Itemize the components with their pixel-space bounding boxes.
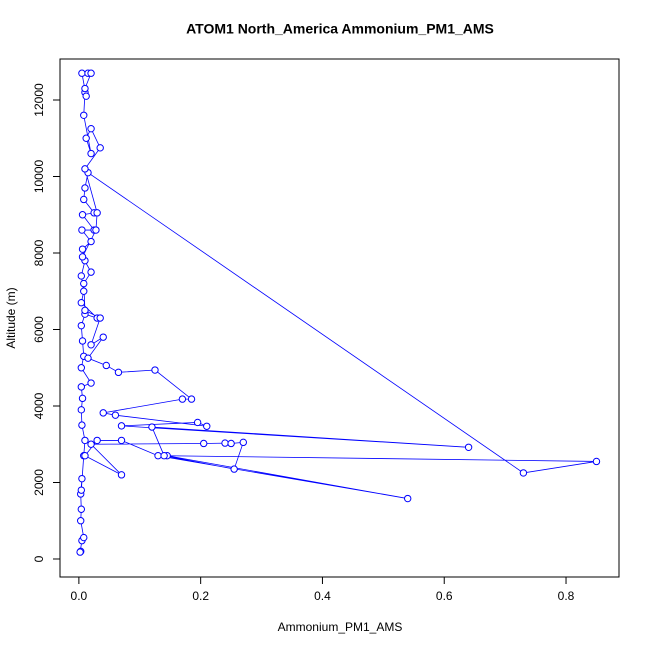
data-point	[77, 272, 86, 280]
data-point	[102, 361, 110, 370]
data-point	[77, 299, 86, 307]
data-point	[81, 184, 89, 192]
data-point	[203, 422, 211, 430]
data-point	[80, 287, 88, 295]
data-point	[96, 144, 104, 152]
data-point	[87, 124, 95, 133]
data-point	[154, 452, 162, 460]
data-point	[227, 439, 235, 448]
data-point	[78, 394, 87, 403]
data-point	[148, 423, 156, 431]
data-point	[81, 436, 89, 445]
data-line	[79, 72, 597, 554]
data-point	[221, 439, 229, 447]
data-point	[78, 474, 86, 483]
data-point	[87, 379, 95, 387]
x-tick-label: 0.0	[71, 589, 88, 603]
data-point	[230, 465, 238, 473]
data-point	[404, 494, 412, 503]
data-point	[78, 245, 87, 253]
y-tick-label: 4000	[32, 392, 46, 419]
data-point	[93, 209, 101, 217]
data-point	[82, 92, 90, 100]
data-point	[77, 321, 86, 330]
data-point	[117, 436, 126, 445]
x-tick-label: 0.6	[436, 589, 453, 603]
data-point	[92, 226, 100, 234]
y-tick-label: 10000	[32, 159, 46, 193]
x-tick-label: 0.4	[314, 589, 331, 603]
data-point	[87, 149, 95, 158]
data-point	[117, 471, 126, 479]
data-point	[78, 421, 86, 429]
data-point	[77, 364, 86, 372]
data-point	[78, 337, 87, 345]
data-point	[77, 505, 86, 513]
data-point	[81, 306, 89, 315]
y-tick-label: 6000	[32, 316, 46, 343]
x-tick-label: 0.2	[192, 589, 209, 603]
data-point	[87, 440, 95, 448]
data-point	[111, 411, 120, 419]
data-point	[200, 439, 208, 448]
data-point	[76, 548, 84, 556]
data-point	[87, 341, 95, 349]
x-tick-label: 0.8	[558, 589, 575, 603]
data-point	[187, 395, 196, 403]
data-point	[178, 395, 187, 403]
data-point	[78, 211, 87, 219]
data-point	[99, 333, 107, 341]
data-point	[87, 268, 95, 276]
data-point	[81, 452, 89, 460]
data-point	[82, 134, 90, 142]
data-point	[84, 354, 92, 362]
data-point	[464, 443, 473, 451]
x-axis-label: Ammonium_PM1_AMS	[278, 620, 403, 634]
chart-title: ATOM1 North_America Ammonium_PM1_AMS	[186, 21, 494, 37]
data-point	[239, 438, 247, 447]
data-point	[77, 406, 86, 414]
data-point	[96, 314, 104, 322]
y-tick-label: 0	[32, 555, 46, 562]
plot-frame	[59, 58, 620, 578]
data-point	[93, 436, 101, 445]
data-point	[87, 237, 95, 246]
data-point	[78, 226, 86, 234]
data-point	[77, 383, 86, 391]
data-point	[80, 533, 88, 542]
data-point	[117, 422, 126, 430]
data-point	[78, 69, 86, 77]
data-point	[78, 253, 87, 261]
data-point	[114, 368, 123, 377]
y-tick-label: 8000	[32, 239, 46, 266]
data-point	[87, 69, 95, 77]
data-point	[99, 409, 107, 417]
y-axis-label: Altitude (m)	[4, 287, 18, 348]
y-tick-label: 12000	[32, 83, 46, 117]
y-tick-label: 2000	[32, 469, 46, 496]
data-point	[151, 366, 159, 374]
data-point	[80, 279, 88, 288]
data-point	[160, 452, 168, 460]
data-point	[80, 111, 88, 120]
data-point	[81, 84, 89, 93]
data-point	[193, 418, 202, 427]
data-point	[80, 195, 88, 204]
data-point	[519, 469, 528, 477]
data-point	[592, 457, 601, 466]
data-point	[77, 486, 86, 494]
data-point	[81, 165, 89, 173]
data-point	[77, 517, 85, 525]
